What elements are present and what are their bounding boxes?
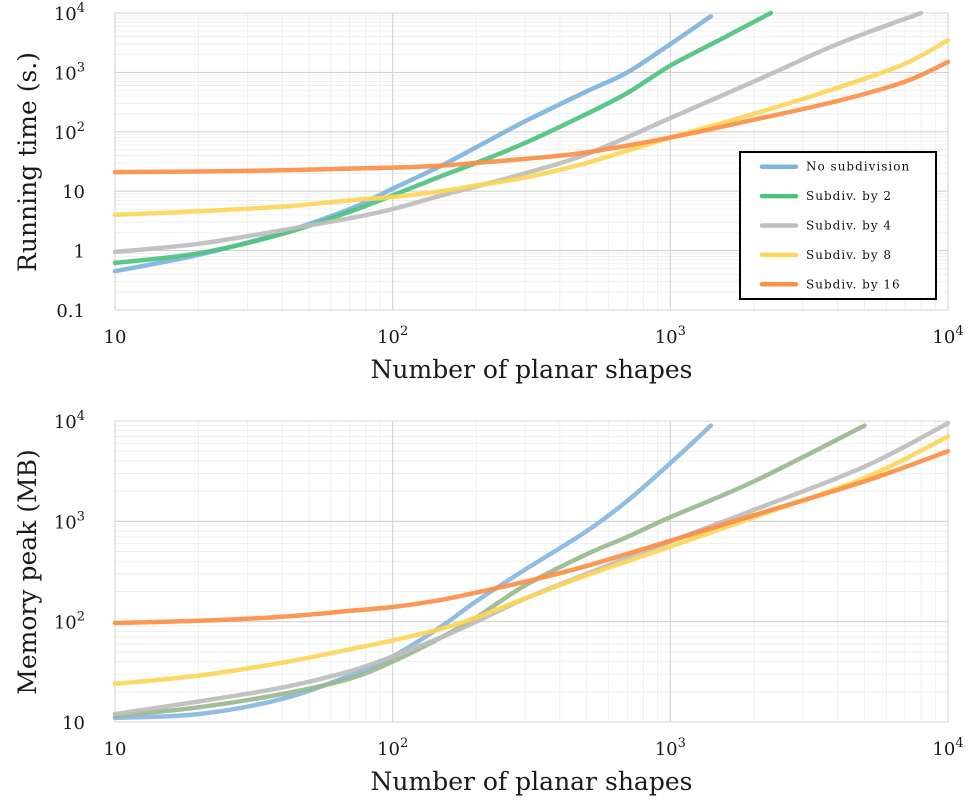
x-tick-label: 10 <box>104 327 127 348</box>
x-tick-label: 104 <box>932 736 963 760</box>
x-tick-label: 103 <box>655 736 686 760</box>
plot-frame <box>114 12 949 311</box>
memory-peak-chart: 10 102 103 104 10 102 103 104 Number of planar s… <box>13 409 964 796</box>
x-tick-labels: 10 102 103 104 <box>104 736 964 760</box>
y-tick-labels: 0.1 1 10 102 103 104 <box>54 1 85 322</box>
x-tick-label: 102 <box>377 324 408 348</box>
series-group <box>112 10 951 274</box>
y-tick-label: 1 <box>74 242 85 263</box>
x-axis-label: Number of planar shapes <box>371 767 693 796</box>
y-tick-label: 104 <box>54 409 85 433</box>
legend: No subdivision Subdiv. by 2 Subdiv. by 4 Su… <box>739 151 937 300</box>
series-line-4 <box>112 448 951 626</box>
series-group <box>112 420 951 721</box>
legend-entry: Subdiv. by 8 <box>806 248 892 262</box>
y-tick-labels: 10 102 103 104 <box>54 409 85 734</box>
series-line-0 <box>112 423 714 721</box>
y-tick-label: 10 <box>62 713 85 734</box>
legend-entry: No subdivision <box>806 160 910 174</box>
y-tick-label: 102 <box>54 610 85 634</box>
x-tick-label: 10 <box>104 739 127 760</box>
grid <box>114 420 949 723</box>
y-tick-label: 103 <box>54 509 85 533</box>
plot-frame <box>114 420 949 723</box>
y-tick-label: 104 <box>54 1 85 25</box>
series-line-4 <box>112 59 951 175</box>
y-tick-label: 10 <box>62 182 85 203</box>
y-tick-label: 103 <box>54 60 85 84</box>
x-tick-label: 102 <box>377 736 408 760</box>
x-tick-label: 104 <box>932 324 963 348</box>
y-tick-label: 102 <box>54 120 85 144</box>
x-axis-label: Number of planar shapes <box>371 355 693 384</box>
legend-entry: Subdiv. by 4 <box>806 219 892 233</box>
legend-entry: Subdiv. by 16 <box>806 277 901 291</box>
x-tick-labels: 10 102 103 104 <box>104 324 964 348</box>
series-line-2 <box>112 420 951 717</box>
running-time-chart: 10 102 103 104 0.1 1 10 102 103 104 Number of plan… <box>13 1 964 384</box>
y-axis-label: Memory peak (MB) <box>13 449 42 694</box>
y-tick-label: 0.1 <box>56 301 85 322</box>
legend-entry: Subdiv. by 2 <box>806 189 892 203</box>
x-tick-label: 103 <box>655 324 686 348</box>
y-axis-label: Running time (s.) <box>13 52 42 272</box>
series-line-3 <box>112 37 951 218</box>
